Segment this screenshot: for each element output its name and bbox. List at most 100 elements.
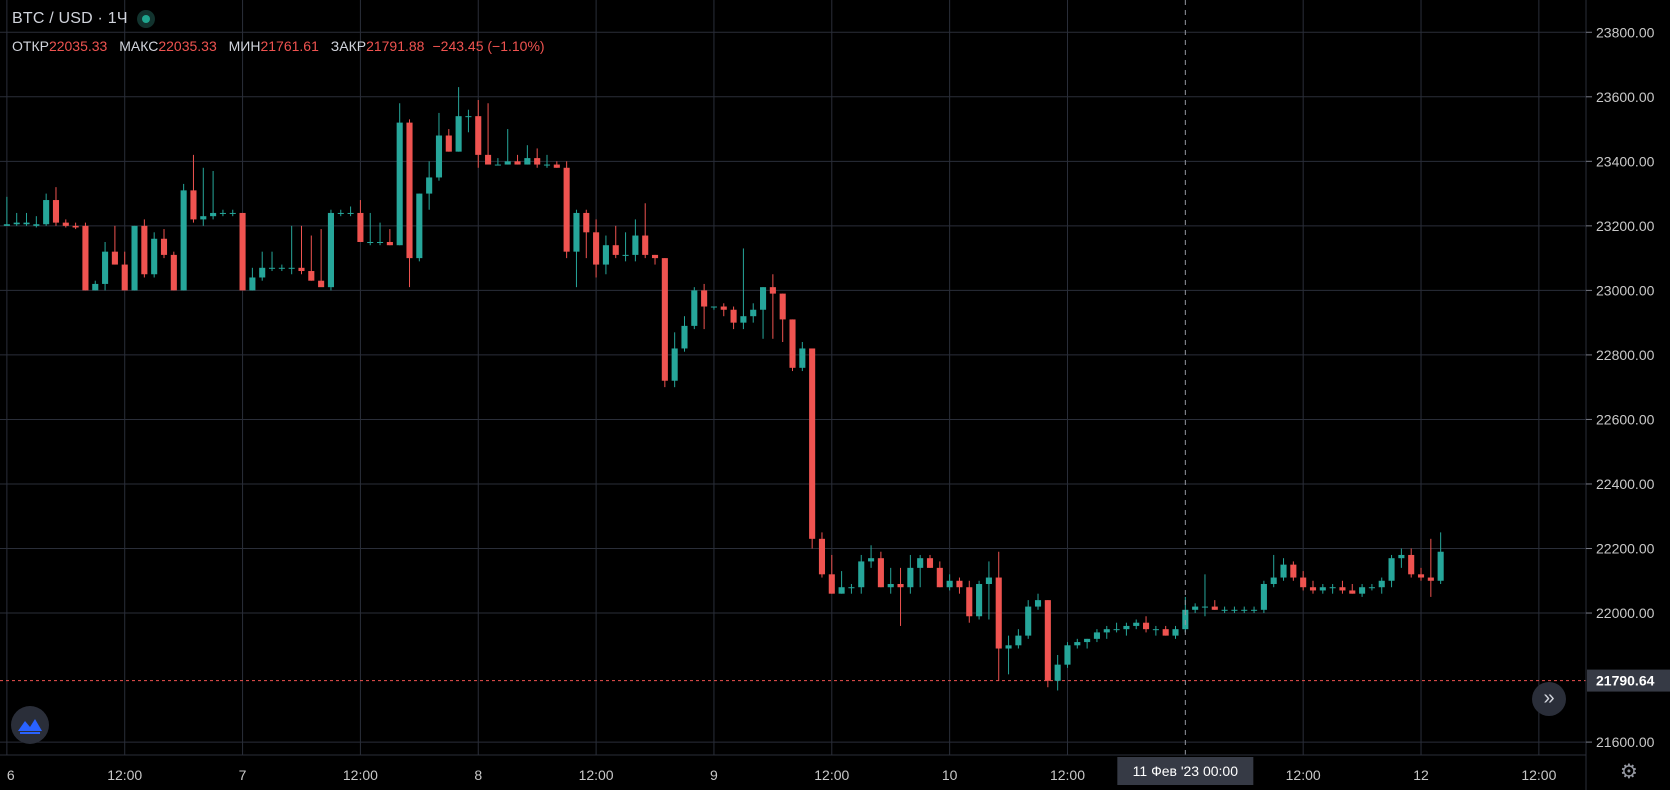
candle-body xyxy=(750,309,757,317)
candle-body xyxy=(298,267,305,272)
ohlc-high-label: МАКС xyxy=(119,38,159,54)
candle-body xyxy=(377,241,384,243)
candle-body xyxy=(1417,574,1425,578)
candle-body xyxy=(868,558,875,562)
candle-body xyxy=(1123,625,1130,630)
candle-body xyxy=(1211,606,1218,610)
last-price-label-bg xyxy=(1587,669,1670,692)
candle-body xyxy=(190,190,197,220)
candle-body xyxy=(1368,587,1375,589)
candle-body xyxy=(1182,609,1189,630)
candle-body xyxy=(671,348,678,381)
candle-body xyxy=(1437,551,1444,581)
candle-body xyxy=(160,238,168,255)
candle-body xyxy=(62,222,69,226)
ohlc-close-label: ЗАКР xyxy=(330,38,367,54)
candle-body xyxy=(818,538,826,575)
price-tick-label: 23400.00 xyxy=(1596,153,1655,169)
candle-body xyxy=(1005,645,1012,649)
ohlc-low-value: 21761.61 xyxy=(260,38,319,54)
candle-body xyxy=(887,583,894,588)
time-tick-label: 12:00 xyxy=(1521,767,1556,783)
candle-body xyxy=(799,348,806,368)
candle-body xyxy=(985,577,992,584)
candle-body xyxy=(1084,638,1091,643)
candle-body xyxy=(13,222,20,225)
candle-body xyxy=(141,225,148,275)
symbol-title[interactable]: BTC / USD · 1Ч xyxy=(12,10,128,27)
candle-body xyxy=(318,280,325,288)
time-axis[interactable]: 6 12:00 7 12:00 8 12:00 9 12:00 10 12:00 12:00 12 12… xyxy=(0,754,1586,785)
price-axis[interactable]: 23800.00 23600.00 23400.00 23200.00 23000.00… xyxy=(1585,0,1670,790)
candle-body xyxy=(1280,564,1287,578)
candle-body xyxy=(229,212,236,214)
price-tick-label: 22800.00 xyxy=(1596,347,1655,363)
candle-body xyxy=(1025,606,1032,636)
candle-body xyxy=(1300,577,1307,588)
candle-body xyxy=(180,190,187,291)
candle-body xyxy=(543,164,551,166)
time-tick-label: 12:00 xyxy=(579,767,614,783)
price-tick-label: 22400.00 xyxy=(1596,476,1655,492)
time-tick-label: 12 xyxy=(1413,767,1429,783)
ohlc-low-label: МИН xyxy=(228,38,261,54)
candle-body xyxy=(514,161,521,165)
candle-body xyxy=(661,258,668,381)
candle-body xyxy=(268,267,276,269)
candle-body xyxy=(710,306,717,308)
crosshair-time-label-bg xyxy=(1117,757,1254,785)
candle-body xyxy=(651,254,659,259)
candle-body xyxy=(1034,600,1042,607)
candle-body xyxy=(593,232,600,265)
candle-body xyxy=(563,167,570,252)
candle-body xyxy=(848,587,855,589)
candle-body xyxy=(740,316,747,323)
candle-body xyxy=(1054,664,1061,681)
double-chevron-right-icon[interactable]: » xyxy=(1532,682,1566,716)
time-tick-label: 12:00 xyxy=(107,767,142,783)
candle-body xyxy=(1329,587,1336,589)
ohlc-open-value: 22035.33 xyxy=(48,38,108,54)
candle-body xyxy=(760,287,767,310)
candle-body xyxy=(465,116,472,118)
gear-icon[interactable]: ⚙ xyxy=(1620,761,1638,783)
candle-body xyxy=(1093,632,1100,639)
candle-body xyxy=(249,277,256,291)
time-tick-label: 9 xyxy=(710,767,718,783)
candle-body xyxy=(917,558,924,568)
candle-body xyxy=(966,587,973,617)
candle-body xyxy=(239,212,246,291)
candle-body xyxy=(553,164,560,168)
tradingview-logo-icon[interactable] xyxy=(11,706,49,744)
candle-body xyxy=(92,283,99,291)
candle-body xyxy=(347,212,354,214)
candle-body xyxy=(1339,587,1346,591)
time-tick-label: 12:00 xyxy=(814,767,849,783)
candle-body xyxy=(426,177,433,194)
candle-body xyxy=(1290,564,1297,578)
candle-body xyxy=(1221,609,1228,611)
candle-body xyxy=(82,225,89,291)
candle-body xyxy=(455,116,462,152)
time-tick-label: 7 xyxy=(239,767,247,783)
candle-body xyxy=(308,271,315,281)
candle-body xyxy=(632,235,639,255)
candle-body xyxy=(720,306,727,310)
candle-body xyxy=(1162,629,1169,636)
time-tick-label: 8 xyxy=(474,767,482,783)
candle-body xyxy=(1260,583,1267,610)
candle-body xyxy=(1113,629,1120,631)
candle-body xyxy=(622,254,629,256)
candle-body xyxy=(1192,606,1199,610)
ohlc-readout: ОТКР22035.33 МАКС22035.33 МИН21761.61 ЗА… xyxy=(12,38,553,54)
candle-body xyxy=(475,116,482,155)
candle-body xyxy=(946,580,953,588)
time-tick-label: 6 xyxy=(7,767,15,783)
candle-body xyxy=(131,225,138,291)
candle-body xyxy=(583,212,590,233)
candle-body xyxy=(828,574,835,594)
candle-body xyxy=(1152,629,1159,631)
candle-body xyxy=(327,212,334,288)
ohlc-close-value: 21791.88 xyxy=(366,38,425,54)
